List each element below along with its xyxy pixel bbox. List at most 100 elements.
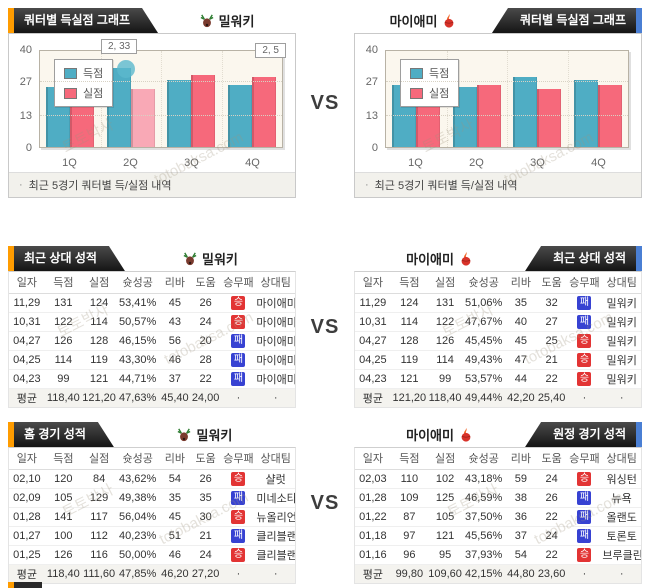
result-badge-win: 승 xyxy=(577,471,592,486)
average-cell: 평균 xyxy=(9,563,45,583)
table-cell: 24 xyxy=(536,469,567,489)
table-row: 04,23 99 121 44,71% 37 22 패 마이애미 xyxy=(9,369,295,389)
column-header: 일자 xyxy=(355,448,391,470)
table-cell: 11,29 xyxy=(355,293,391,313)
table-row: 01,28 141 117 56,04% 45 30 승 뉴올리언 xyxy=(9,507,295,527)
table-cell: 22 xyxy=(536,507,567,527)
head-to-head-section: 최근 상대 성적 밀워키 일자 득점 실점 슛성공 리바 도움 승무패 상대팀 11,29 131… xyxy=(8,246,642,408)
tooltip-value: 2, 5 xyxy=(255,43,286,58)
table-cell: 114 xyxy=(81,312,117,332)
table-cell: 54 xyxy=(159,469,191,489)
y-tick-label: 40 xyxy=(19,44,32,56)
table-cell: 미네소타 xyxy=(256,488,295,508)
column-header: 리바 xyxy=(159,448,191,470)
result-badge-win: 승 xyxy=(231,314,246,329)
team-label-miami: 마이애미 xyxy=(406,425,473,444)
chart-legend: 득점 실점 xyxy=(400,59,460,107)
average-cell: · xyxy=(220,387,257,407)
bar-group-4Q xyxy=(568,51,629,147)
table-cell: 43 xyxy=(159,312,191,332)
table-cell: 45 xyxy=(505,331,537,351)
table-row: 11,29 131 124 53,41% 45 26 승 마이애미 xyxy=(9,293,295,313)
column-header: 리바 xyxy=(505,448,537,470)
result-badge-loss: 패 xyxy=(231,333,246,348)
team-label-miami: 마이애미 xyxy=(406,249,473,268)
table-cell: 47 xyxy=(505,350,537,370)
table-cell: 43,62% xyxy=(116,469,160,489)
average-cell: 47,63% xyxy=(116,387,160,407)
table-cell: 50,57% xyxy=(116,312,160,332)
table-cell: 40 xyxy=(505,312,537,332)
table-cell: 밀워키 xyxy=(602,331,641,351)
gridline xyxy=(161,51,162,147)
table-cell: 141 xyxy=(44,507,82,527)
table-cell: 승 xyxy=(566,545,603,565)
table-cell: 승 xyxy=(220,507,257,527)
gridline xyxy=(40,114,282,116)
table-cell: 21 xyxy=(190,526,221,546)
table-cell: 131 xyxy=(427,293,463,313)
table-cell: 114 xyxy=(390,312,428,332)
team-name: 밀워키 xyxy=(218,14,255,29)
x-tick-label: 3Q xyxy=(530,157,545,169)
table-cell: 46 xyxy=(159,350,191,370)
y-tick-label: 40 xyxy=(365,44,378,56)
table-cell: 밀워키 xyxy=(602,369,641,389)
table-row: 02,10 120 84 43,62% 54 26 승 샬럿 xyxy=(9,469,295,489)
table-cell: 120 xyxy=(44,469,82,489)
legend-swatch xyxy=(410,67,423,79)
average-row: 평균 99,80 109,60 42,15% 44,80 23,60 · · xyxy=(355,563,641,583)
plot-area: 득점 실점 xyxy=(39,50,283,148)
miami-mascot-icon xyxy=(442,13,456,28)
table-cell: 122 xyxy=(44,312,82,332)
y-tick-label: 27 xyxy=(365,75,378,88)
bar-득점-3Q[interactable] xyxy=(167,79,192,147)
table-cell: 96 xyxy=(390,545,428,565)
table-cell: 10,31 xyxy=(9,312,45,332)
table-cell: 37,93% xyxy=(462,545,506,565)
bar-group-4Q xyxy=(222,51,283,147)
average-row: 평균 121,20 118,40 49,44% 42,20 25,40 · · xyxy=(355,387,641,407)
bar-실점-3Q[interactable] xyxy=(537,89,562,147)
gridline xyxy=(386,114,628,116)
bar-득점-4Q[interactable] xyxy=(573,79,598,147)
table-cell: 패 xyxy=(220,526,257,546)
column-header: 실점 xyxy=(81,272,117,294)
bar-실점-3Q[interactable] xyxy=(191,75,216,147)
bar-실점-2Q[interactable] xyxy=(130,89,155,147)
table-cell: 45 xyxy=(159,507,191,527)
bar-group-2Q xyxy=(101,51,162,147)
table-cell: 04,25 xyxy=(355,350,391,370)
chart-caption: · 최근 5경기 쿼터별 득/실점 내역 xyxy=(355,172,641,197)
column-header: 슛성공 xyxy=(462,448,506,470)
bar-group-3Q xyxy=(507,51,568,147)
table-cell: 22 xyxy=(190,369,221,389)
result-badge-win: 승 xyxy=(231,471,246,486)
h2h-header-miami: 마이애미 최근 상대 성적 xyxy=(354,246,642,271)
bar-득점-3Q[interactable] xyxy=(513,77,538,147)
table-cell: 112 xyxy=(81,526,117,546)
column-header: 실점 xyxy=(427,448,463,470)
table-cell: 37,50% xyxy=(462,507,506,527)
tab-recent-vs-right: 최근 상대 성적 xyxy=(525,246,642,271)
average-cell: 24,00 xyxy=(190,387,221,407)
table-cell: 45,56% xyxy=(462,526,506,546)
table-cell: 마이애미 xyxy=(256,293,295,313)
column-header: 도움 xyxy=(536,272,567,294)
table-cell: 24 xyxy=(190,545,221,565)
h2h-table-miami: 일자 득점 실점 슛성공 리바 도움 승무패 상대팀 11,29 124 131 51,06% 35 32… xyxy=(354,271,642,408)
average-row: 평균 118,40 111,60 47,85% 46,20 27,20 · · xyxy=(9,563,295,583)
legend-entry: 실점 xyxy=(410,85,449,101)
table-cell: 04,23 xyxy=(9,369,45,389)
table-cell: 124 xyxy=(390,293,428,313)
table-cell: 04,27 xyxy=(9,331,45,351)
legend-entry: 실점 xyxy=(64,85,103,101)
bar-실점-4Q[interactable] xyxy=(251,77,276,147)
milwaukee-mascot-icon xyxy=(183,252,197,266)
column-header: 승무패 xyxy=(566,272,603,294)
result-badge-loss: 패 xyxy=(231,352,246,367)
table-cell: 128 xyxy=(81,331,117,351)
table-cell: 59 xyxy=(505,469,537,489)
x-tick-label: 4Q xyxy=(591,157,606,169)
column-header: 실점 xyxy=(81,448,117,470)
